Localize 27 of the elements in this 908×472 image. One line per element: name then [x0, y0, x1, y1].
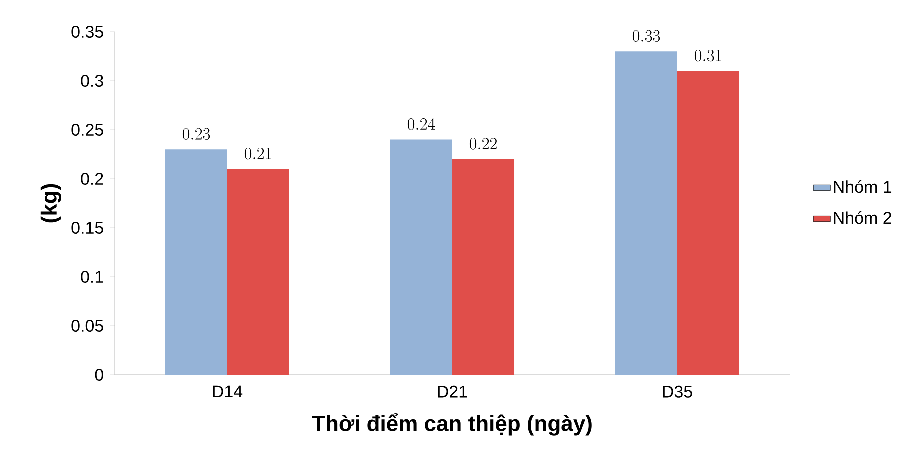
y-tick-label: 0.1: [81, 270, 104, 284]
x-tick-label: D21: [438, 386, 468, 398]
x-tick-label: D35: [663, 386, 692, 398]
data-label: 0.24: [408, 118, 436, 130]
y-tick-label: 0.25: [72, 124, 104, 136]
data-label: 0.21: [244, 148, 272, 160]
legend-label: Nhóm 2: [834, 211, 892, 224]
bar: [390, 140, 453, 375]
data-label: 0.33: [632, 30, 660, 42]
x-tick-label: D14: [213, 386, 243, 398]
y-axis-title: (kg): [40, 184, 62, 223]
bar: [228, 169, 290, 375]
x-axis-title: Thời điểm can thiệp (ngày): [312, 413, 592, 436]
data-label: 0.23: [182, 128, 210, 140]
data-label: 0.22: [470, 138, 497, 150]
data-label: 0.31: [694, 50, 722, 62]
legend-label: Nhóm 1: [834, 180, 892, 194]
y-tick-label: 0.35: [72, 26, 104, 38]
y-tick-label: 0: [95, 368, 104, 382]
y-tick-label: 0.15: [72, 222, 104, 234]
bar: [166, 150, 228, 375]
bar: [452, 159, 515, 375]
y-tick-label: 0.3: [81, 74, 104, 88]
y-tick-label: 0.2: [81, 172, 104, 186]
bar: [678, 71, 740, 375]
bar: [616, 52, 678, 375]
y-tick-label: 0.05: [72, 320, 104, 332]
